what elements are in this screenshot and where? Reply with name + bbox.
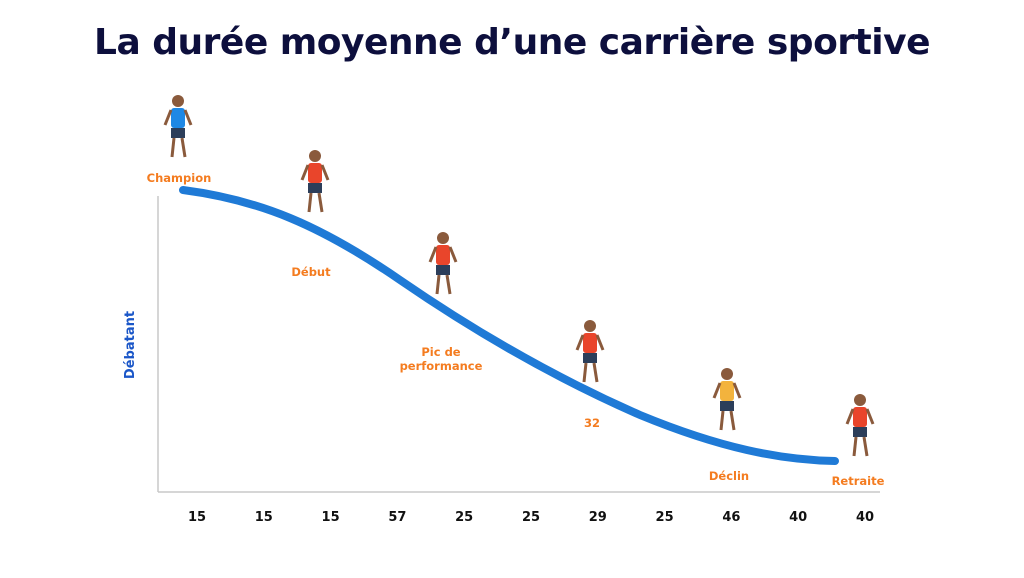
x-tick-label: 25 (522, 510, 540, 525)
athlete-icon (300, 150, 330, 213)
annotation-label: Champion (147, 171, 212, 185)
athlete-icon (428, 232, 458, 295)
career-curve (179, 186, 839, 465)
y-axis-label: Débatant (123, 311, 138, 379)
x-tick-label: 29 (589, 510, 607, 525)
annotation-label: performance (400, 359, 483, 373)
x-tick-label: 57 (388, 510, 406, 525)
athlete-icon (575, 320, 605, 383)
athlete-icon (712, 368, 742, 431)
annotation-label: Pic de (421, 345, 460, 359)
x-tick-label: 15 (188, 510, 206, 525)
x-tick-label: 15 (255, 510, 273, 525)
athlete-icon (163, 95, 193, 158)
athlete-icon (845, 394, 875, 457)
x-tick-label: 46 (722, 510, 740, 525)
x-tick-label: 25 (455, 510, 473, 525)
annotation-label: Retraite (832, 474, 885, 488)
x-tick-label: 15 (322, 510, 340, 525)
annotation-label: 32 (584, 416, 600, 430)
chart-title: La durée moyenne d’une carrière sportive (94, 22, 930, 63)
annotation-label: Début (291, 265, 331, 279)
annotation-label: Déclin (709, 469, 749, 483)
x-tick-label: 25 (656, 510, 674, 525)
x-tick-label: 40 (789, 510, 807, 525)
x-tick-label: 40 (856, 510, 874, 525)
